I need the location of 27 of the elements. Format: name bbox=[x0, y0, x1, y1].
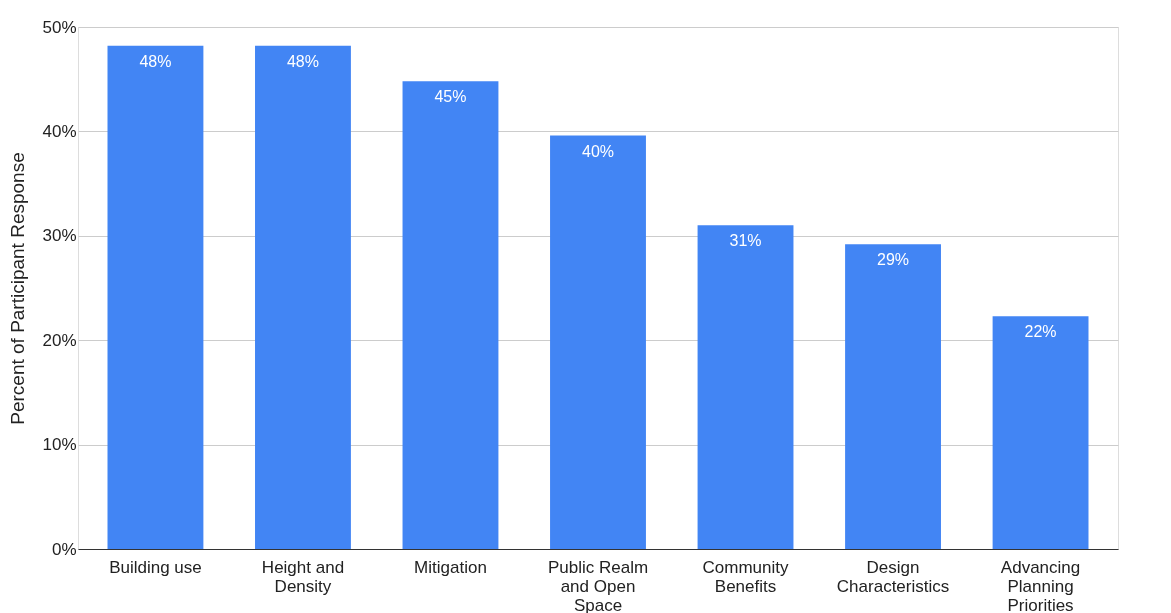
x-tick-label: Advancing Planning Priorities bbox=[1000, 557, 1081, 613]
bar bbox=[697, 225, 794, 549]
bar bbox=[107, 45, 204, 549]
data-label: 40% bbox=[581, 142, 615, 160]
y-tick-label: 30% bbox=[42, 226, 77, 246]
data-label: 31% bbox=[729, 232, 762, 250]
x-tick-label: Design Characteristics bbox=[836, 557, 950, 596]
bar bbox=[402, 81, 499, 549]
y-tick-label: 40% bbox=[42, 121, 77, 141]
y-tick-label: 10% bbox=[42, 435, 77, 455]
bar bbox=[255, 45, 351, 549]
x-tick-label: Building use bbox=[109, 557, 202, 577]
y-tick-label: 20% bbox=[42, 330, 77, 350]
y-tick-label: 0% bbox=[51, 539, 77, 559]
y-tick-label: 50% bbox=[42, 17, 77, 37]
data-label: 45% bbox=[434, 88, 467, 106]
data-label: 29% bbox=[877, 251, 910, 269]
bar bbox=[550, 135, 646, 549]
bar bbox=[992, 316, 1089, 549]
data-label: 48% bbox=[286, 52, 319, 70]
x-tick-label: Community Benefits bbox=[702, 557, 789, 596]
x-tick-label: Height and Density bbox=[261, 557, 345, 596]
data-label: 22% bbox=[1024, 323, 1057, 341]
data-label: 48% bbox=[139, 52, 172, 70]
y-axis-title: Percent of Participant Response bbox=[7, 152, 29, 425]
bar bbox=[845, 244, 941, 549]
x-tick-label: Mitigation bbox=[414, 557, 487, 577]
